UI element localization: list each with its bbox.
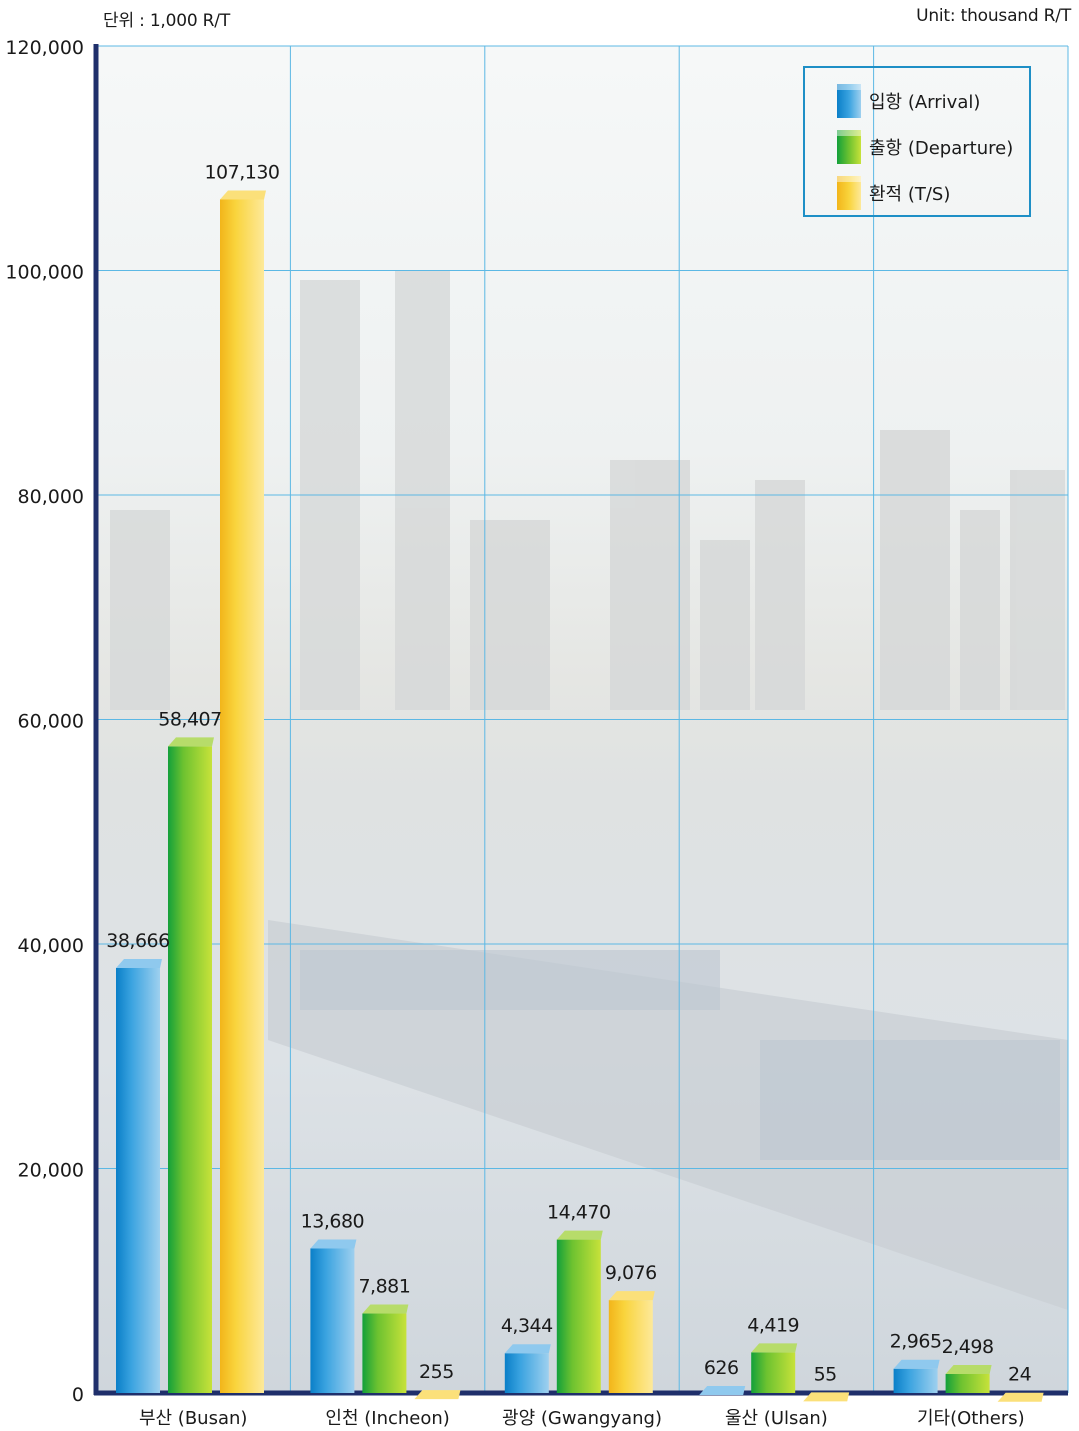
y-tick-label: 120,000 <box>5 37 84 59</box>
bar-top <box>116 958 162 968</box>
x-tick-label: 인천 (Incheon) <box>325 1408 449 1429</box>
legend-swatch-departure <box>837 130 861 164</box>
bar-top <box>803 1392 850 1402</box>
y-tick-label: 60,000 <box>18 711 84 733</box>
x-tick-label: 부산 (Busan) <box>139 1408 247 1429</box>
legend-item-departure: 출항 (Departure) <box>837 128 1013 166</box>
bar <box>699 1385 746 1395</box>
data-label: 107,130 <box>204 161 279 183</box>
bar-top <box>310 1239 357 1249</box>
bar-face <box>556 1239 601 1393</box>
legend: 입항 (Arrival) 출항 (Departure) 환적 (T/S) <box>803 66 1031 217</box>
data-label: 9,076 <box>605 1262 657 1284</box>
data-label: 55 <box>814 1363 837 1385</box>
bar <box>945 1364 992 1393</box>
bar <box>310 1239 357 1393</box>
y-tick-label: 0 <box>72 1384 84 1406</box>
bar <box>997 1392 1044 1402</box>
legend-label-departure: 출항 (Departure) <box>869 138 1014 159</box>
y-tick-label: 80,000 <box>18 486 84 508</box>
unit-label-english: Unit: thousand R/T <box>916 6 1071 26</box>
bar <box>556 1230 603 1393</box>
data-label: 2,965 <box>890 1331 942 1353</box>
bar-top <box>751 1343 798 1353</box>
bar <box>608 1291 655 1393</box>
x-tick-label: 울산 (Ulsan) <box>725 1408 828 1429</box>
legend-item-arrival: 입항 (Arrival) <box>837 82 980 120</box>
bar-top <box>945 1364 992 1374</box>
data-label: 58,407 <box>158 708 221 730</box>
bar-face <box>116 967 160 1393</box>
data-label: 2,498 <box>942 1336 994 1358</box>
bar-top <box>608 1291 655 1301</box>
y-tick-label: 100,000 <box>5 262 84 284</box>
data-label: 38,666 <box>106 930 169 952</box>
data-label: 13,680 <box>301 1210 364 1232</box>
bar <box>168 737 214 1393</box>
data-label: 4,419 <box>747 1314 799 1336</box>
bar-face <box>168 746 212 1393</box>
bar-face <box>310 1248 355 1393</box>
legend-swatch-transshipment <box>837 176 861 210</box>
x-tick-label: 광양 (Gwangyang) <box>502 1408 662 1429</box>
legend-label-transshipment: 환적 (T/S) <box>869 184 951 205</box>
unit-label-korean: 단위 : 1,000 R/T <box>103 11 231 31</box>
bar-top <box>362 1304 409 1314</box>
bar-face <box>893 1368 938 1393</box>
legend-label-arrival: 입항 (Arrival) <box>869 92 981 113</box>
bar-top <box>168 737 214 747</box>
bar <box>504 1344 551 1393</box>
data-label: 24 <box>1008 1364 1032 1386</box>
data-label: 4,344 <box>501 1315 553 1337</box>
y-tick-label: 20,000 <box>18 1160 84 1182</box>
bar-top <box>893 1359 940 1369</box>
bar-face <box>362 1313 407 1393</box>
bar-top <box>556 1230 603 1240</box>
bar <box>362 1304 409 1393</box>
bar <box>220 190 266 1394</box>
bar <box>893 1359 940 1393</box>
bar-face <box>751 1352 796 1393</box>
x-tick-label: 기타(Others) <box>917 1408 1025 1429</box>
bar-face <box>220 199 264 1394</box>
bar-top <box>414 1390 461 1400</box>
labels-layer: 0 20,000 40,000 60,000 80,000 100,000 120,000 3… <box>5 37 1032 1429</box>
bar-top <box>997 1392 1044 1402</box>
bar-top <box>699 1385 746 1395</box>
bar-top <box>504 1344 551 1354</box>
data-label: 255 <box>419 1361 454 1383</box>
bar-face <box>945 1373 990 1393</box>
bar-face <box>504 1353 549 1393</box>
data-label: 626 <box>704 1357 739 1379</box>
bars-layer <box>116 190 1044 1402</box>
bar <box>116 958 162 1393</box>
bar-face <box>608 1300 653 1393</box>
bar <box>414 1390 461 1400</box>
y-tick-label: 40,000 <box>18 935 84 957</box>
data-label: 7,881 <box>358 1276 410 1298</box>
data-label: 14,470 <box>547 1202 610 1224</box>
legend-swatch-arrival <box>837 84 861 118</box>
bar <box>803 1392 850 1402</box>
bar-top <box>220 190 266 200</box>
legend-item-transshipment: 환적 (T/S) <box>837 174 950 212</box>
bar <box>751 1343 798 1393</box>
